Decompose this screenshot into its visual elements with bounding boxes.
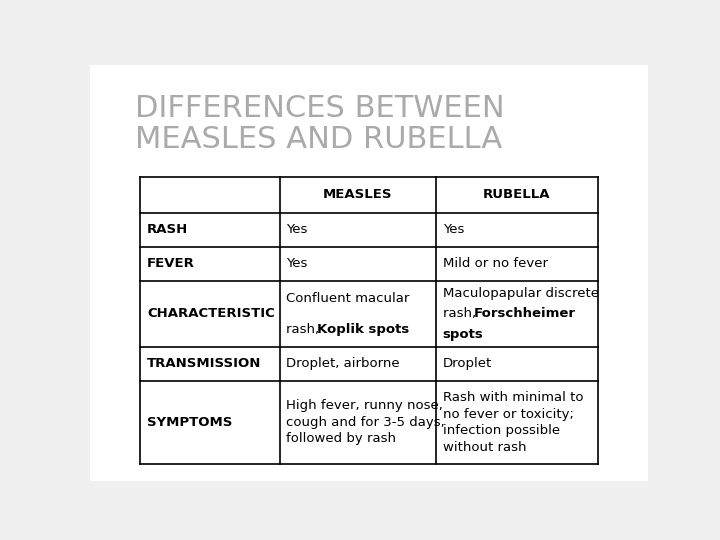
Text: Rash with minimal to
no fever or toxicity;
infection possible
without rash: Rash with minimal to no fever or toxicit… bbox=[443, 391, 583, 454]
Text: CHARACTERISTIC: CHARACTERISTIC bbox=[147, 307, 274, 320]
FancyBboxPatch shape bbox=[84, 60, 654, 489]
Text: Forschheimer: Forschheimer bbox=[473, 307, 575, 320]
Text: rash,: rash, bbox=[443, 307, 480, 320]
Text: Yes: Yes bbox=[287, 258, 307, 271]
Bar bbox=[140, 177, 598, 464]
Text: DIFFERENCES BETWEEN: DIFFERENCES BETWEEN bbox=[135, 94, 504, 123]
Text: TRANSMISSION: TRANSMISSION bbox=[147, 357, 261, 370]
Text: Droplet, airborne: Droplet, airborne bbox=[287, 357, 400, 370]
Text: rash,: rash, bbox=[287, 323, 324, 336]
Text: RASH: RASH bbox=[147, 224, 188, 237]
Text: Maculopapular discrete: Maculopapular discrete bbox=[443, 287, 598, 300]
Text: FEVER: FEVER bbox=[147, 258, 195, 271]
Text: Droplet: Droplet bbox=[443, 357, 492, 370]
Text: RUBELLA: RUBELLA bbox=[483, 188, 551, 201]
Text: Yes: Yes bbox=[443, 224, 464, 237]
Text: High fever, runny nose,
cough and for 3-5 days,
followed by rash: High fever, runny nose, cough and for 3-… bbox=[287, 400, 445, 446]
Text: MEASLES: MEASLES bbox=[323, 188, 392, 201]
Text: SYMPTOMS: SYMPTOMS bbox=[147, 416, 233, 429]
Text: Yes: Yes bbox=[287, 224, 307, 237]
Text: spots: spots bbox=[443, 328, 483, 341]
Text: Koplik spots: Koplik spots bbox=[317, 323, 410, 336]
Text: Mild or no fever: Mild or no fever bbox=[443, 258, 548, 271]
Text: MEASLES AND RUBELLA: MEASLES AND RUBELLA bbox=[135, 125, 502, 154]
Text: Confluent macular: Confluent macular bbox=[287, 292, 410, 305]
